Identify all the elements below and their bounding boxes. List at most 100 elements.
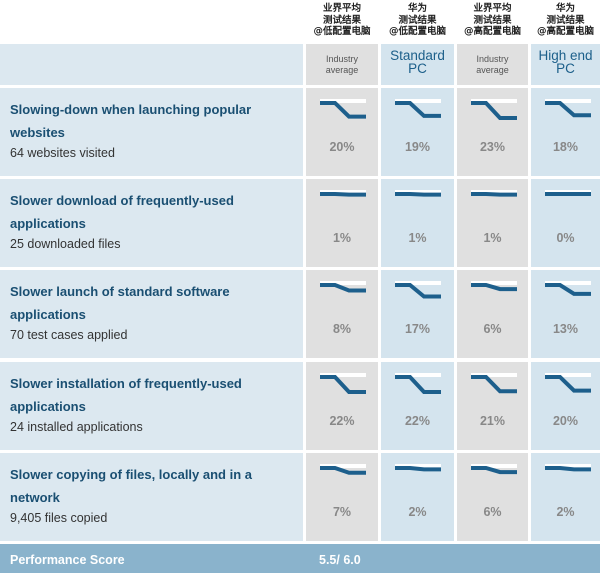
- value-cell: 1%: [306, 179, 378, 267]
- sparkline-line: [545, 283, 591, 296]
- impact-sparkline: [320, 464, 366, 475]
- sparkline-band: [471, 190, 517, 194]
- performance-score-label: Performance Score: [10, 553, 125, 567]
- row-title: Slower launch of standard software appli…: [10, 284, 230, 322]
- sparkline-line: [320, 101, 366, 119]
- impact-sparkline: [545, 373, 591, 393]
- sparkline-band: [545, 99, 591, 103]
- sparkline-line: [545, 101, 591, 118]
- impact-sparkline: [471, 464, 517, 475]
- impact-sparkline: [545, 99, 591, 118]
- value-cell: 13%: [531, 270, 600, 358]
- subheader-col-0-label: Industry average: [325, 54, 359, 75]
- sparkline-line: [320, 375, 366, 394]
- value-text: 2%: [408, 505, 427, 519]
- sparkline-line: [395, 466, 441, 472]
- row-label-cell: Slowing-down when launching popular webs…: [0, 88, 303, 176]
- row-title: Slower installation of frequently-used a…: [10, 376, 242, 414]
- impact-sparkline: [545, 190, 591, 196]
- sparkline-band: [320, 373, 366, 377]
- sparkline-band: [320, 281, 366, 285]
- value-text: 22%: [329, 414, 355, 428]
- sparkline-line: [320, 466, 366, 475]
- row-subtitle: 64 websites visited: [10, 146, 115, 160]
- sparkline-band: [320, 464, 366, 468]
- sparkline-band: [395, 373, 441, 377]
- value-text: 1%: [408, 231, 427, 245]
- sparkline-band: [545, 373, 591, 377]
- impact-sparkline: [395, 464, 441, 472]
- table-row: Slower installation of frequently-used a…: [0, 362, 600, 450]
- table-row: Slower launch of standard software appli…: [0, 270, 600, 358]
- row-subtitle: 24 installed applications: [10, 420, 143, 434]
- sparkline-line: [545, 375, 591, 393]
- value-cell: 20%: [306, 88, 378, 176]
- value-text: 1%: [483, 231, 502, 245]
- value-cell: 6%: [457, 453, 528, 541]
- sparkline-band: [395, 99, 441, 103]
- impact-sparkline: [320, 373, 366, 394]
- value-text: 0%: [556, 231, 575, 245]
- value-text: 18%: [552, 140, 579, 154]
- header-col-2: 业界平均 测试结果 @高配置电脑: [457, 0, 528, 44]
- value-text: 6%: [483, 505, 502, 519]
- subheader-col-3-label: High end PC: [538, 48, 593, 76]
- sparkline-band: [471, 281, 517, 285]
- impact-sparkline: [320, 99, 366, 119]
- value-text: 6%: [483, 322, 502, 336]
- subheader-col-2-label: Industry average: [476, 54, 509, 75]
- impact-sparkline: [320, 190, 366, 197]
- value-cell: 6%: [457, 270, 528, 358]
- value-cell: 19%: [381, 88, 454, 176]
- impact-sparkline: [395, 281, 441, 299]
- sparkline-band: [471, 464, 517, 468]
- sparkline-line: [395, 101, 441, 118]
- impact-sparkline: [471, 99, 517, 120]
- value-cell: 18%: [531, 88, 600, 176]
- value-cell: 1%: [457, 179, 528, 267]
- sparkline-band: [395, 464, 441, 468]
- sparkline-line: [471, 466, 517, 475]
- value-text: 23%: [479, 140, 506, 154]
- value-cell: 17%: [381, 270, 454, 358]
- header-col-3-cn: 华为 测试结果 @高配置电脑: [536, 3, 594, 37]
- sparkline-line: [395, 375, 441, 394]
- value-text: 22%: [404, 414, 431, 428]
- impact-sparkline: [471, 190, 517, 197]
- sparkline-line: [320, 283, 366, 293]
- row-subtitle: 9,405 files copied: [10, 511, 108, 525]
- value-text: 17%: [404, 322, 431, 336]
- header-col-0-cn: 业界平均 测试结果 @低配置电脑: [313, 3, 371, 37]
- sparkline-line: [395, 283, 441, 299]
- value-text: 20%: [329, 140, 355, 154]
- table-row: Slowing-down when launching popular webs…: [0, 88, 600, 176]
- row-label-cell: Slower installation of frequently-used a…: [0, 362, 303, 450]
- value-cell: 20%: [531, 362, 600, 450]
- value-text: 20%: [552, 414, 579, 428]
- impact-sparkline: [395, 373, 441, 394]
- sparkline-line: [545, 466, 591, 472]
- sparkline-line: [471, 283, 517, 292]
- impact-sparkline: [395, 190, 441, 197]
- sparkline-band: [471, 99, 517, 103]
- value-cell: 23%: [457, 88, 528, 176]
- sparkline-line: [320, 192, 366, 197]
- row-label-cell: Slower download of frequently-used appli…: [0, 179, 303, 267]
- row-label-cell: Slower copying of files, locally and in …: [0, 453, 303, 541]
- sparkline-band: [320, 190, 366, 194]
- header-col-1-cn: 华为 测试结果 @低配置电脑: [388, 3, 446, 37]
- row-subtitle: 70 test cases applied: [10, 328, 128, 342]
- row-subtitle: 25 downloaded files: [10, 237, 121, 251]
- value-text: 1%: [332, 231, 352, 245]
- value-cell: 22%: [306, 362, 378, 450]
- value-text: 13%: [552, 322, 579, 336]
- sparkline-band: [320, 99, 366, 103]
- row-title: Slowing-down when launching popular webs…: [10, 102, 252, 140]
- value-cell: 22%: [381, 362, 454, 450]
- value-text: 8%: [332, 322, 352, 336]
- impact-sparkline: [471, 281, 517, 292]
- sparkline-line: [471, 192, 517, 197]
- value-text: 21%: [479, 414, 506, 428]
- row-title: Slower copying of files, locally and in …: [10, 467, 252, 505]
- value-text: 2%: [556, 505, 575, 519]
